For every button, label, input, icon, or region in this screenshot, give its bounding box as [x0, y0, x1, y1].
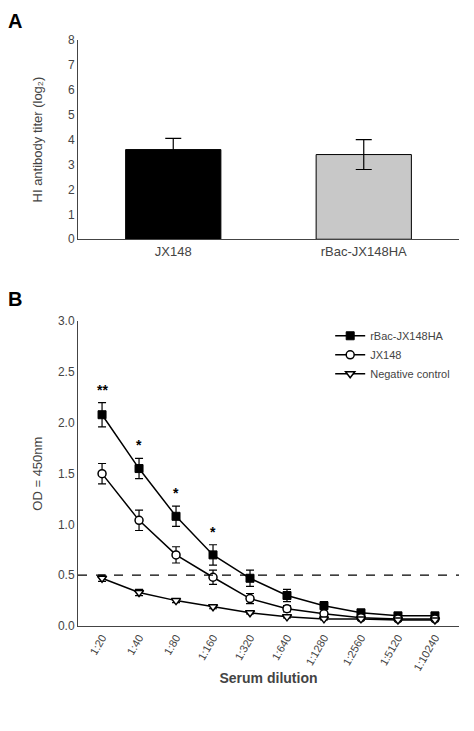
svg-text:6: 6 [68, 83, 75, 97]
svg-text:2.0: 2.0 [58, 416, 75, 430]
svg-text:0.5: 0.5 [58, 568, 75, 582]
svg-text:Negative control: Negative control [370, 368, 450, 380]
svg-text:1:40: 1:40 [124, 632, 145, 657]
svg-text:1:10240: 1:10240 [411, 632, 441, 672]
svg-text:1:640: 1:640 [269, 632, 293, 662]
svg-text:A: A [8, 10, 22, 32]
svg-text:0: 0 [68, 232, 75, 246]
svg-text:*: * [136, 437, 142, 453]
svg-text:1:5120: 1:5120 [377, 632, 404, 667]
svg-text:4: 4 [68, 133, 75, 147]
svg-text:B: B [8, 288, 22, 310]
svg-text:OD = 450nm: OD = 450nm [30, 437, 45, 511]
svg-text:7: 7 [68, 58, 75, 72]
svg-text:8: 8 [68, 33, 75, 47]
svg-text:JX148: JX148 [370, 349, 401, 361]
svg-text:*: * [210, 524, 216, 540]
svg-text:3.0: 3.0 [58, 314, 75, 328]
svg-text:1:320: 1:320 [232, 632, 256, 662]
svg-text:2.5: 2.5 [58, 365, 75, 379]
svg-text:JX148: JX148 [155, 244, 192, 259]
svg-text:2: 2 [68, 183, 75, 197]
svg-text:1: 1 [68, 208, 75, 222]
svg-text:1:160: 1:160 [195, 632, 219, 662]
svg-text:0.0: 0.0 [58, 619, 75, 633]
svg-text:**: ** [97, 382, 108, 398]
svg-text:1:1280: 1:1280 [303, 632, 330, 667]
svg-text:1.0: 1.0 [58, 518, 75, 532]
svg-text:HI antibody titer (log₂): HI antibody titer (log₂) [30, 77, 45, 203]
svg-text:*: * [173, 485, 179, 501]
svg-text:1:80: 1:80 [161, 632, 182, 657]
svg-text:1:2560: 1:2560 [340, 632, 367, 667]
svg-text:1:20: 1:20 [87, 632, 108, 657]
svg-text:rBac-JX148HA: rBac-JX148HA [370, 330, 443, 342]
svg-text:1.5: 1.5 [58, 467, 75, 481]
svg-text:3: 3 [68, 158, 75, 172]
svg-text:Serum dilution: Serum dilution [220, 670, 318, 686]
svg-text:rBac-JX148HA: rBac-JX148HA [321, 244, 407, 259]
svg-text:5: 5 [68, 108, 75, 122]
